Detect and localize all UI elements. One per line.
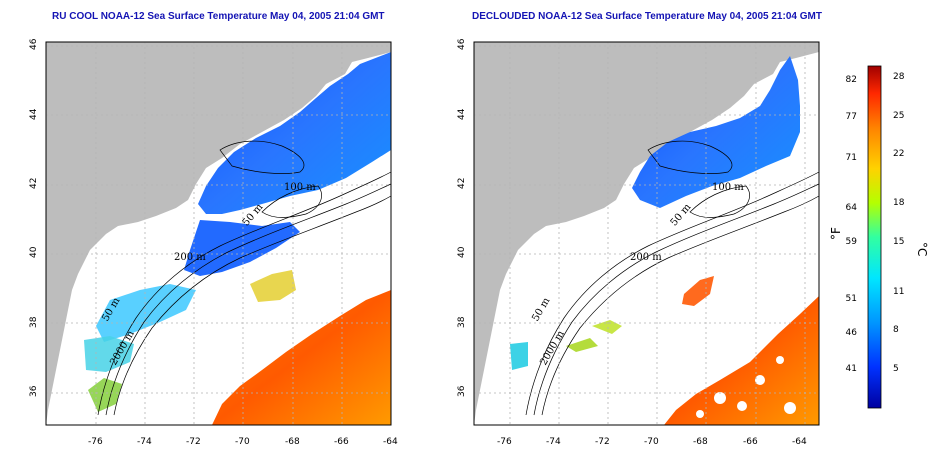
celsius-tick: 28 bbox=[893, 72, 905, 82]
fahrenheit-tick: 46 bbox=[846, 328, 858, 338]
lat-tick-label: 44 bbox=[457, 108, 467, 120]
lat-tick-label: 40 bbox=[457, 246, 467, 258]
lat-tick-label: 38 bbox=[29, 316, 39, 328]
celsius-tick: 15 bbox=[893, 237, 904, 247]
bathymetry-contours bbox=[97, 140, 392, 416]
celsius-tick: 22 bbox=[893, 149, 904, 159]
left-lon-tick-labels: -76 -74 -72 -70 -68 -66 -64 bbox=[88, 437, 398, 447]
lon-tick-label: -66 bbox=[334, 437, 349, 447]
lon-tick-label: -64 bbox=[792, 437, 807, 447]
fahrenheit-tick: 59 bbox=[846, 237, 858, 247]
cyan-water-patch bbox=[510, 342, 528, 370]
lat-tick-label: 44 bbox=[29, 108, 39, 120]
green-coastal-patch bbox=[88, 378, 122, 412]
contour-label-100m: 100 m bbox=[712, 182, 744, 193]
fahrenheit-tick: 77 bbox=[846, 112, 857, 122]
celsius-tick: 5 bbox=[893, 364, 899, 374]
fahrenheit-tick: 41 bbox=[846, 364, 857, 374]
lon-tick-label: -70 bbox=[235, 437, 250, 447]
left-map-panel: 100 m 50 m 200 m 50 m 2000 m -76 -74 -72… bbox=[29, 38, 398, 447]
temperature-colorbar: 82 77 71 64 59 51 46 41 28 25 22 18 15 1… bbox=[829, 65, 929, 409]
lon-tick-label: -74 bbox=[546, 437, 561, 447]
contour-label-100m: 100 m bbox=[284, 182, 316, 193]
lon-tick-label: -68 bbox=[285, 437, 300, 447]
lat-tick-label: 42 bbox=[29, 178, 39, 189]
lon-tick-label: -76 bbox=[88, 437, 103, 447]
celsius-tick: 8 bbox=[893, 325, 899, 335]
left-map-title: RU COOL NOAA-12 Sea Surface Temperature … bbox=[52, 11, 385, 22]
yellow-water-patch bbox=[250, 270, 296, 302]
lon-tick-label: -74 bbox=[137, 437, 152, 447]
cold-water-region bbox=[198, 52, 391, 214]
right-map-title: DECLOUDED NOAA-12 Sea Surface Temperatur… bbox=[472, 11, 822, 22]
lon-tick-label: -72 bbox=[595, 437, 610, 447]
fahrenheit-tick-labels: 82 77 71 64 59 51 46 41 bbox=[846, 75, 858, 374]
warm-water-region bbox=[212, 290, 391, 425]
right-lat-tick-labels: 46 44 42 40 38 36 bbox=[457, 38, 467, 397]
lon-tick-label: -66 bbox=[743, 437, 758, 447]
celsius-tick: 25 bbox=[893, 111, 904, 121]
contour-label-200m: 200 m bbox=[630, 252, 662, 263]
lon-tick-label: -72 bbox=[186, 437, 201, 447]
cloud-gaps bbox=[696, 356, 796, 418]
colorbar-gradient bbox=[867, 65, 882, 409]
lon-tick-label: -68 bbox=[693, 437, 708, 447]
fahrenheit-tick: 51 bbox=[846, 294, 857, 304]
cold-water-patch bbox=[184, 220, 300, 276]
land-mass bbox=[46, 42, 391, 425]
celsius-tick: 18 bbox=[893, 198, 905, 208]
cyan-water-patch-2 bbox=[84, 336, 134, 372]
right-map-panel: 100 m 50 m 200 m 50 m 2000 m -76 -74 -72… bbox=[457, 38, 820, 447]
graticule bbox=[474, 42, 819, 425]
lon-tick-label: -64 bbox=[383, 437, 398, 447]
celsius-unit-label: °C bbox=[915, 242, 929, 256]
right-lon-tick-labels: -76 -74 -72 -70 -68 -66 -64 bbox=[497, 437, 807, 447]
celsius-tick: 11 bbox=[893, 287, 904, 297]
fahrenheit-unit-label: °F bbox=[829, 227, 843, 240]
cyan-water-patch bbox=[96, 284, 196, 342]
cold-water-region bbox=[632, 56, 800, 208]
lat-tick-label: 42 bbox=[457, 178, 467, 189]
land-mass bbox=[474, 42, 819, 425]
fahrenheit-tick: 64 bbox=[846, 203, 858, 213]
celsius-tick-labels: 28 25 22 18 15 11 8 5 bbox=[893, 72, 905, 374]
yellow-water-patch bbox=[592, 320, 622, 334]
lat-tick-label: 38 bbox=[457, 316, 467, 328]
lat-tick-label: 46 bbox=[29, 38, 39, 50]
lat-tick-label: 46 bbox=[457, 38, 467, 50]
yellow-water-patch-2 bbox=[566, 338, 598, 352]
left-lat-tick-labels: 46 44 42 40 38 36 bbox=[29, 38, 39, 397]
lat-tick-label: 40 bbox=[29, 246, 39, 258]
lon-tick-label: -76 bbox=[497, 437, 512, 447]
graticule bbox=[46, 42, 391, 425]
fahrenheit-tick: 71 bbox=[846, 153, 857, 163]
lat-tick-label: 36 bbox=[29, 385, 39, 397]
bathymetry-contours bbox=[525, 140, 820, 416]
fahrenheit-tick: 82 bbox=[846, 75, 857, 85]
lat-tick-label: 36 bbox=[457, 385, 467, 397]
lon-tick-label: -70 bbox=[644, 437, 659, 447]
contour-label-200m: 200 m bbox=[174, 252, 206, 263]
